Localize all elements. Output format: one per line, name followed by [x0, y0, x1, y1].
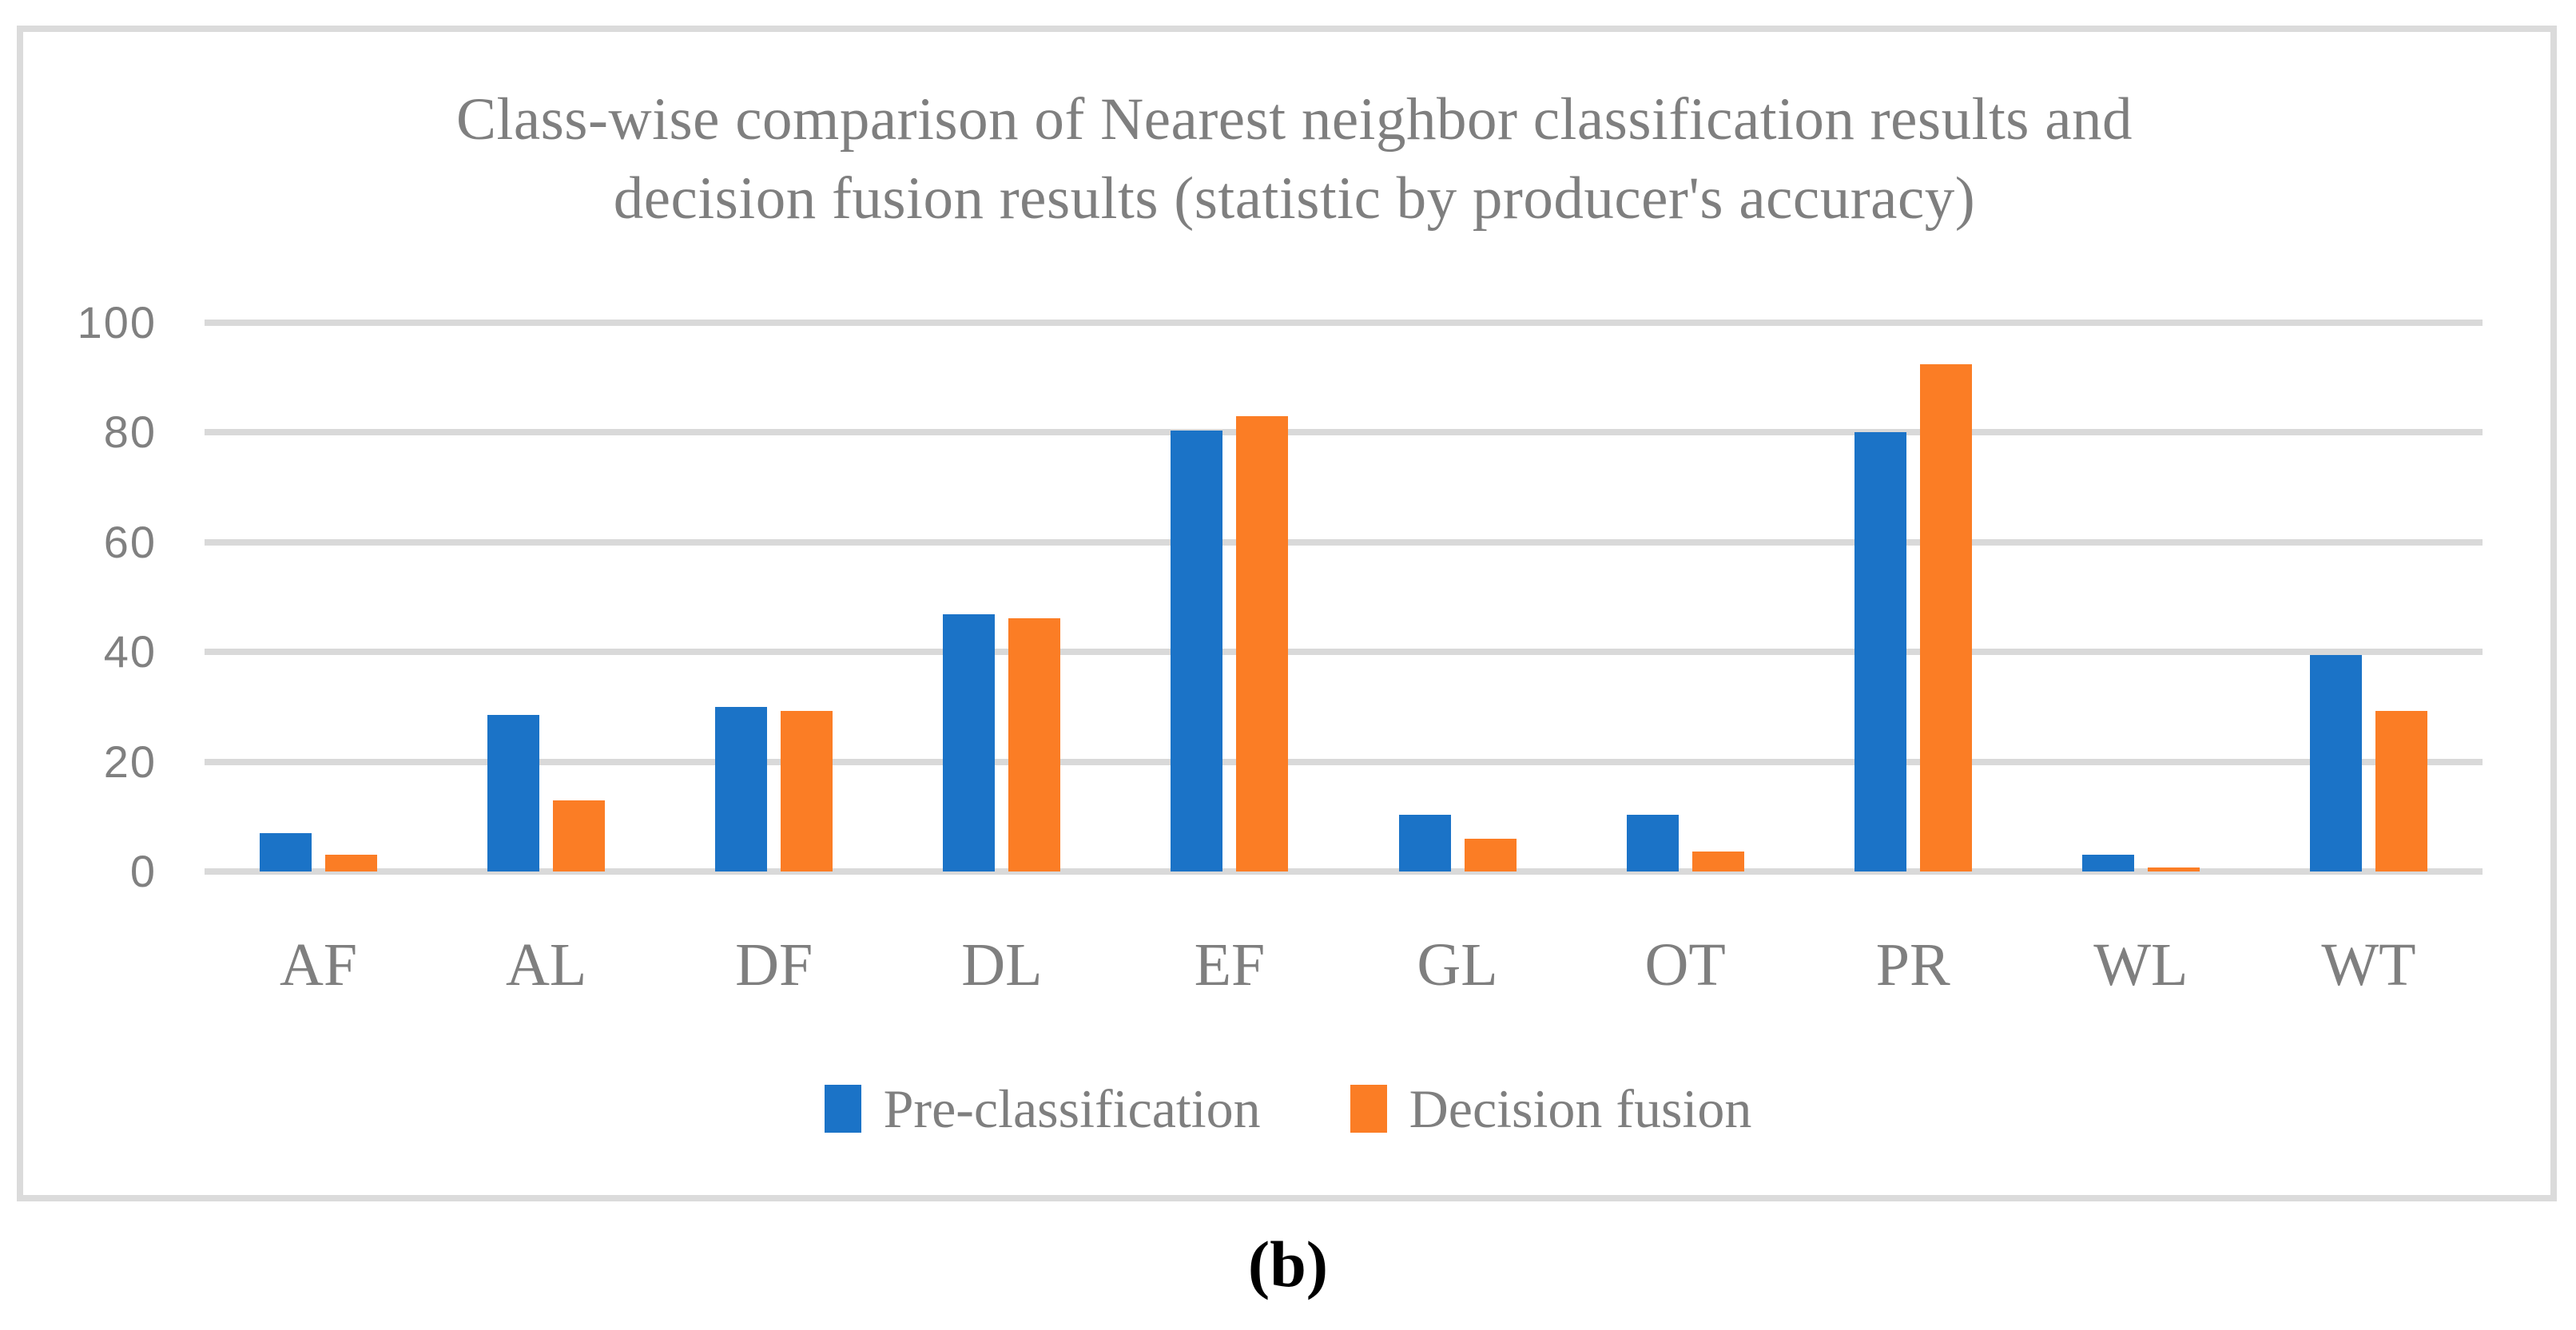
y-tick-label-20: 20	[103, 736, 157, 787]
gridline-40	[205, 649, 2483, 656]
bar-pre-classification-PR	[1854, 432, 1906, 871]
bar-pre-classification-WT	[2309, 655, 2362, 871]
bar-decision-fusion-GL	[1464, 838, 1517, 871]
bar-decision-fusion-AL	[553, 800, 606, 871]
bar-decision-fusion-DL	[1008, 617, 1061, 871]
gridline-20	[205, 758, 2483, 765]
y-tick-label-0: 0	[129, 846, 157, 896]
bar-decision-fusion-DF	[781, 710, 833, 871]
bar-pre-classification-AF	[260, 832, 312, 871]
x-category-label-PR: PR	[1875, 931, 1950, 998]
legend-item-decision-fusion: Decision fusion	[1350, 1077, 1752, 1141]
x-category-label-GL: GL	[1417, 931, 1498, 998]
plot-area	[205, 320, 2483, 875]
bar-pre-classification-AL	[487, 715, 540, 871]
chart-title-line-2: decision fusion results (statistic by pr…	[613, 165, 1976, 232]
y-tick-label-80: 80	[103, 407, 157, 458]
x-category-label-WL: WL	[2093, 931, 2188, 998]
bar-pre-classification-DL	[943, 614, 996, 871]
bar-pre-classification-EF	[1171, 431, 1223, 871]
bar-pre-classification-WL	[2081, 854, 2134, 871]
legend: Pre-classification Decision fusion	[0, 1077, 2576, 1141]
bar-decision-fusion-PR	[1919, 363, 1972, 871]
x-category-label-EF: EF	[1194, 931, 1266, 998]
x-category-label-DL: DL	[961, 931, 1043, 998]
bar-pre-classification-DF	[715, 706, 768, 871]
x-axis-line	[205, 868, 2483, 875]
chart-title: Class-wise comparison of Nearest neighbo…	[208, 80, 2381, 238]
bar-pre-classification-OT	[1626, 815, 1679, 871]
x-category-label-DF: DF	[735, 931, 813, 998]
figure-caption: (b)	[1247, 1228, 1329, 1300]
bar-decision-fusion-WT	[2375, 711, 2427, 871]
gridline-100	[205, 320, 2483, 326]
x-category-label-AL: AL	[505, 931, 587, 998]
y-tick-label-100: 100	[77, 297, 157, 347]
bar-pre-classification-GL	[1398, 815, 1451, 871]
legend-label-decision-fusion: Decision fusion	[1409, 1078, 1752, 1139]
y-axis: 0 20 40 60 80 100	[0, 0, 157, 1330]
chart-title-line-1: Class-wise comparison of Nearest neighbo…	[455, 86, 2133, 153]
x-category-label-WT: WT	[2321, 931, 2416, 998]
bar-decision-fusion-EF	[1236, 415, 1289, 871]
legend-swatch-decision-fusion	[1350, 1085, 1387, 1133]
bar-decision-fusion-AF	[325, 855, 378, 871]
legend-label-pre-classification: Pre-classification	[883, 1078, 1261, 1139]
x-category-label-OT: OT	[1644, 931, 1726, 998]
legend-item-pre-classification: Pre-classification	[824, 1077, 1261, 1141]
bar-decision-fusion-OT	[1691, 852, 1744, 871]
legend-swatch-pre-classification	[824, 1085, 861, 1133]
gridline-80	[205, 429, 2483, 436]
x-category-label-AF: AF	[279, 931, 358, 998]
y-tick-label-40: 40	[103, 626, 157, 677]
gridline-60	[205, 538, 2483, 546]
bar-decision-fusion-WL	[2147, 867, 2200, 871]
y-tick-label-60: 60	[103, 516, 157, 567]
